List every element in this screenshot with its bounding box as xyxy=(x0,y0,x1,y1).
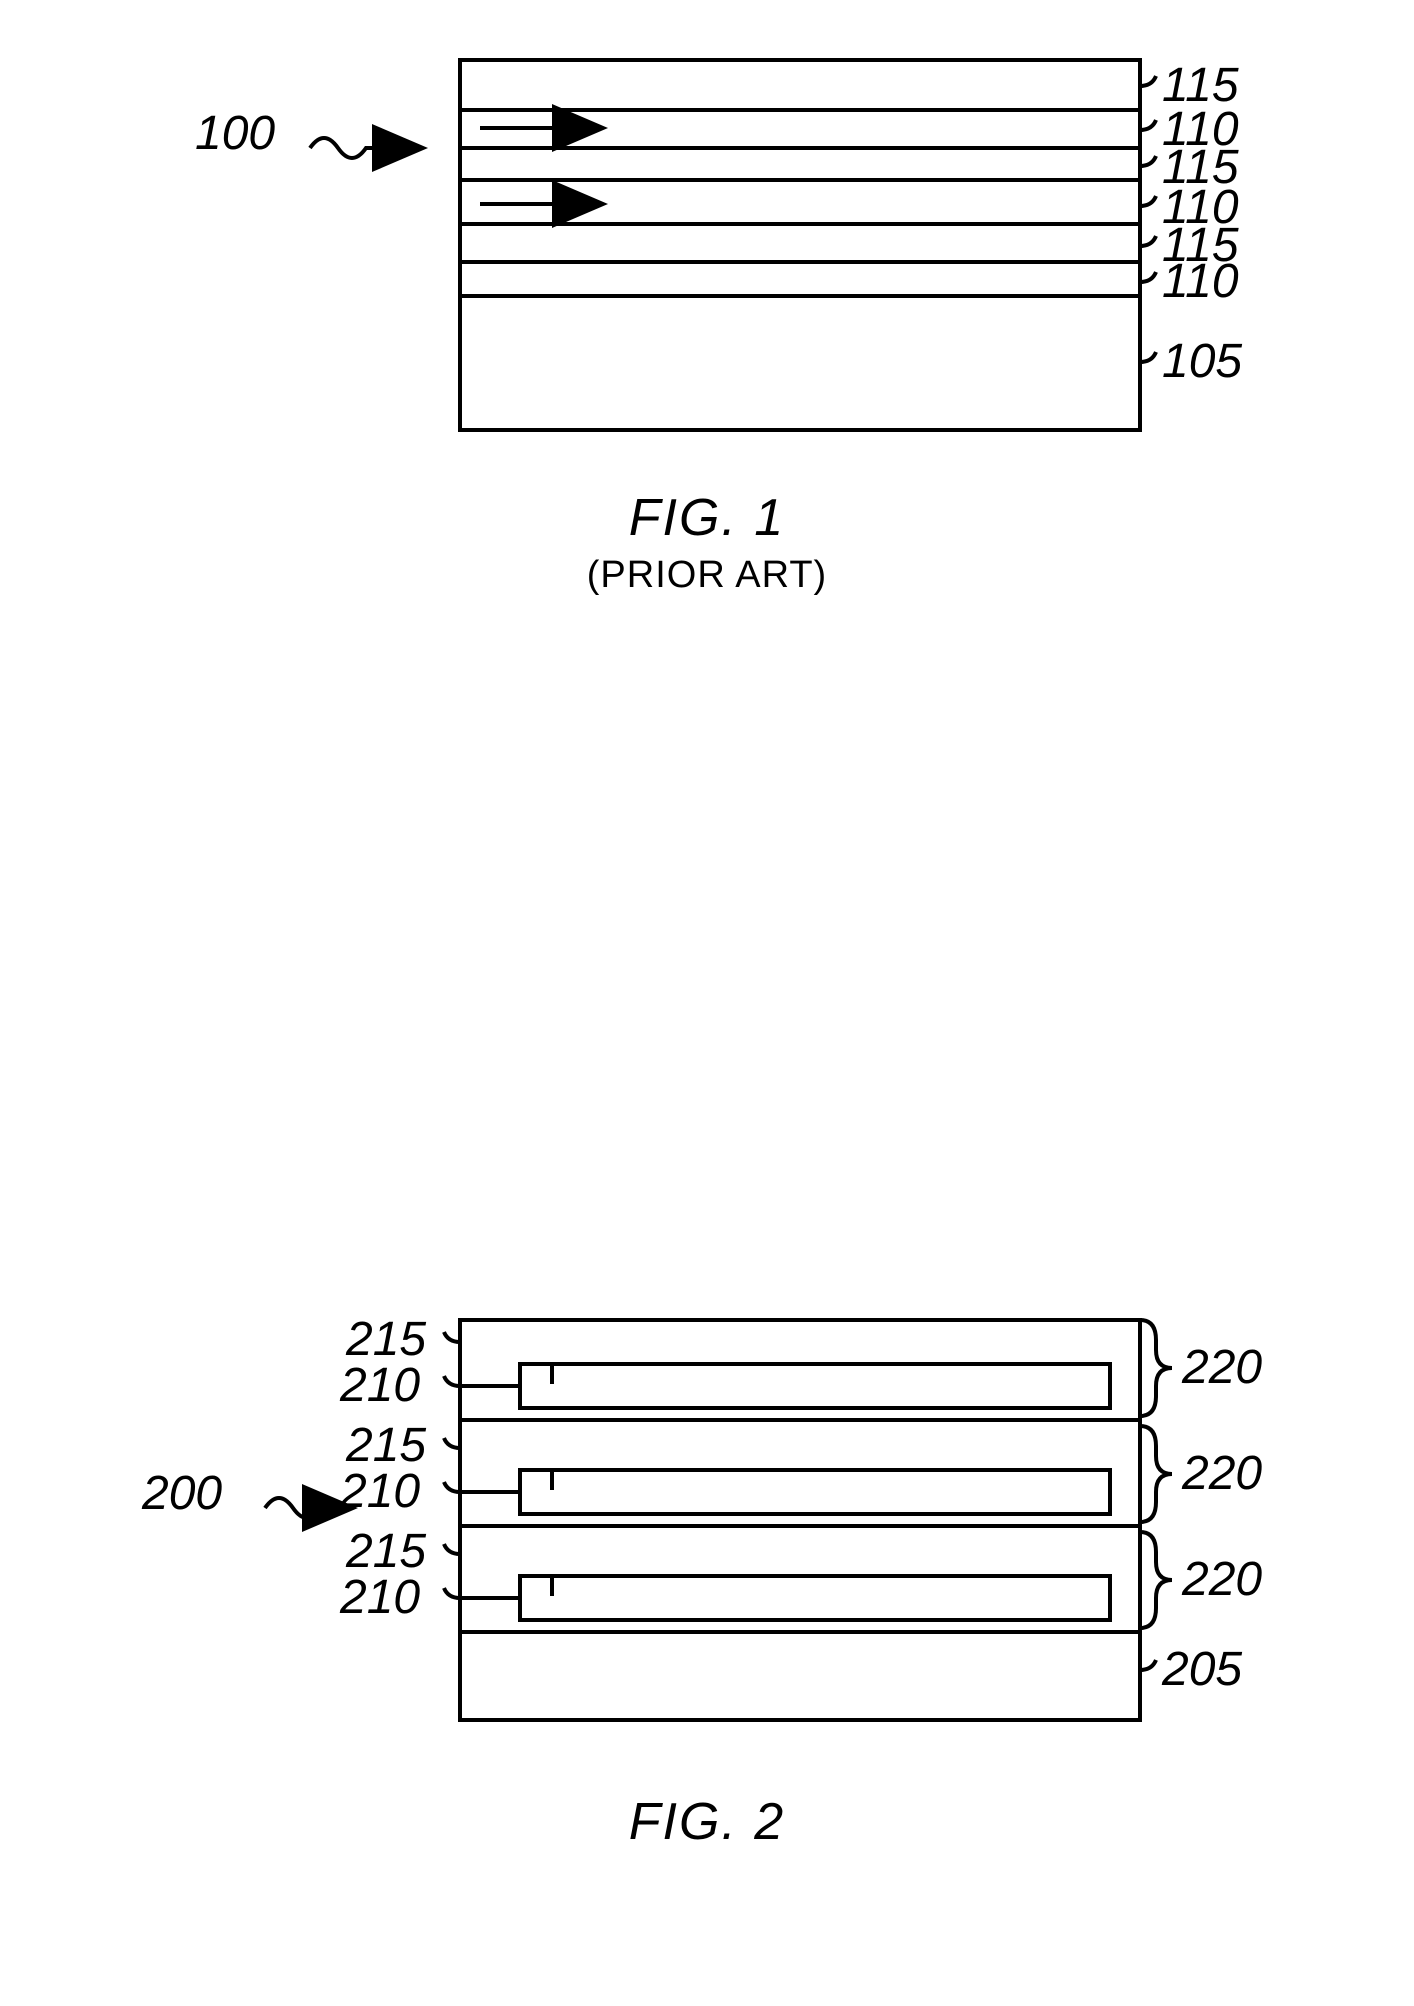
fig2-label-205: 205 xyxy=(1162,1642,1242,1697)
fig1-hook-110a xyxy=(1140,120,1156,130)
fig2-ref-squiggle xyxy=(265,1498,350,1518)
fig1-hook-115c xyxy=(1140,236,1156,246)
fig1-ref-squiggle xyxy=(310,138,420,158)
fig2-label-220c: 220 xyxy=(1182,1552,1262,1607)
fig2-lhook-215a xyxy=(444,1332,460,1342)
fig1-caption-sub: (PRIOR ART) xyxy=(0,554,1414,597)
fig2-lhook-210c xyxy=(444,1588,520,1598)
fig2-label-210b: 210 xyxy=(340,1464,420,1519)
fig1-hook-115a xyxy=(1140,76,1156,86)
fig2-caption-fig: FIG. 2 xyxy=(0,1792,1414,1852)
fig1-label-105: 105 xyxy=(1162,334,1242,389)
fig2-inner-1 xyxy=(520,1364,1110,1408)
fig2-label-220b: 220 xyxy=(1182,1446,1262,1501)
fig1-hook-115b xyxy=(1140,156,1156,166)
fig2-label-210c: 210 xyxy=(340,1570,420,1625)
page: 100 115 110 115 110 115 110 105 FIG. 1 (… xyxy=(0,0,1414,2006)
fig2-svg xyxy=(0,1100,1414,2000)
fig2-inner-2 xyxy=(520,1470,1110,1514)
fig1-caption-fig: FIG. 1 xyxy=(0,488,1414,548)
fig2-label-220a: 220 xyxy=(1182,1340,1262,1395)
fig1-caption: FIG. 1 (PRIOR ART) xyxy=(0,488,1414,597)
fig1-hook-110b xyxy=(1140,196,1156,206)
fig1-outer-box xyxy=(460,60,1140,430)
fig2-ref-label: 200 xyxy=(142,1466,222,1521)
fig2-label-210a: 210 xyxy=(340,1358,420,1413)
fig2-brace-3 xyxy=(1140,1532,1172,1628)
fig2-lhook-215b xyxy=(444,1438,460,1448)
fig2-lhook-215c xyxy=(444,1544,460,1554)
fig1-label-110c: 110 xyxy=(1162,254,1239,309)
fig2-brace-2 xyxy=(1140,1426,1172,1522)
fig2-brace-1 xyxy=(1140,1320,1172,1416)
fig1-hook-105 xyxy=(1140,352,1156,362)
fig1-hook-110c xyxy=(1140,272,1156,282)
fig2-inner-3 xyxy=(520,1576,1110,1620)
fig2-caption: FIG. 2 xyxy=(0,1792,1414,1852)
fig2-lhook-210b xyxy=(444,1482,520,1492)
fig2-lhook-210a xyxy=(444,1376,520,1386)
fig1-ref-label: 100 xyxy=(195,106,275,161)
fig2-outer-box xyxy=(460,1320,1140,1720)
fig2-hook-205 xyxy=(1140,1660,1156,1670)
